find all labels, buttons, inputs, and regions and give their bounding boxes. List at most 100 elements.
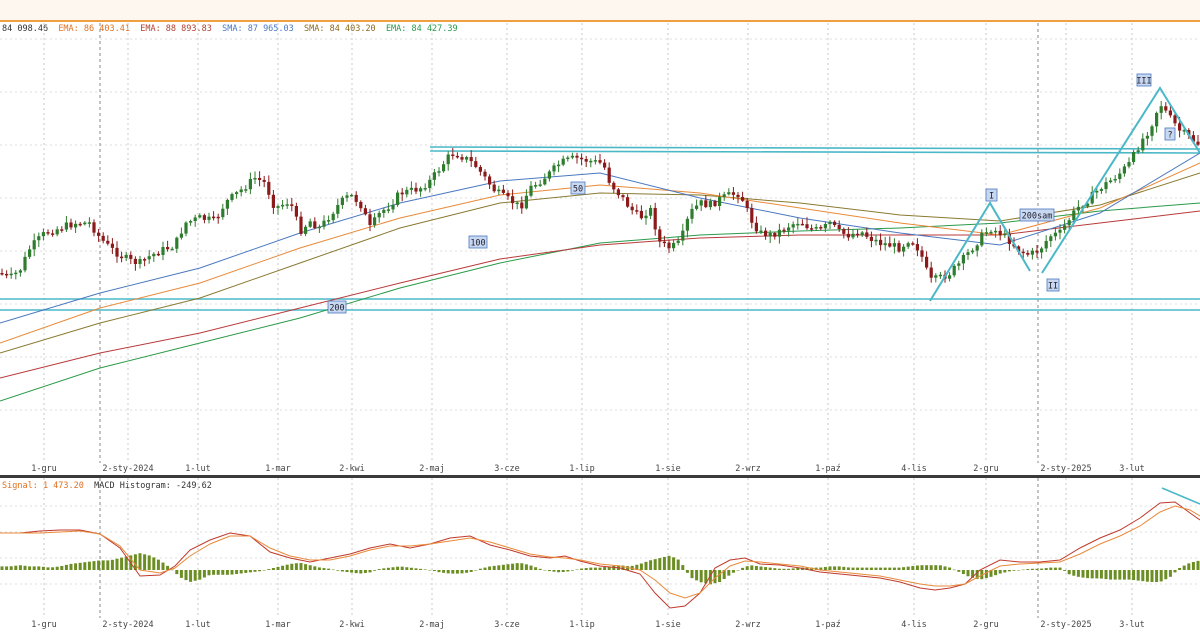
resistance-line-bottom (429, 150, 1200, 154)
histogram-bar-165 (759, 566, 763, 570)
candle-86 (396, 190, 400, 207)
histogram-bar-76 (350, 570, 354, 573)
candle-93 (428, 175, 432, 193)
resistance-line-top (429, 146, 1200, 150)
label-ma200-box (327, 300, 347, 314)
candle-197 (906, 241, 910, 249)
histogram-bar-117 (538, 568, 542, 570)
candle-body-112 (515, 202, 519, 205)
candle-171 (787, 223, 791, 237)
candle-115 (529, 181, 533, 198)
candle-84 (386, 202, 390, 214)
candle-body-237 (1090, 191, 1094, 204)
candle-body-131 (603, 162, 607, 168)
candle-body-30 (138, 259, 142, 264)
candle-body-49 (225, 199, 229, 209)
candle-142 (653, 202, 657, 236)
candle-body-9 (41, 232, 45, 237)
candle-195 (897, 240, 901, 253)
histogram-bar-48 (221, 570, 225, 575)
histogram-bar-233 (1072, 570, 1076, 576)
candle-161 (741, 191, 745, 202)
candle-body-10 (46, 232, 50, 234)
histogram-bar-31 (143, 554, 147, 570)
candle-body-149 (685, 218, 689, 231)
candle-body-157 (722, 194, 726, 198)
macd-x-label-10: 1-paź (815, 620, 841, 630)
histogram-bar-114 (524, 564, 528, 570)
macd-line (0, 501, 1200, 609)
price-chart-panel[interactable]: 1-gru 2-sty-2024 1-lut 1-mar 2-kwi 2-maj 3-cze… (0, 23, 1200, 475)
candle-body-185 (851, 233, 855, 238)
candle-body-206 (948, 275, 952, 279)
candle-252 (1159, 100, 1163, 120)
candle-body-80 (368, 214, 372, 226)
candle-body-89 (409, 187, 413, 190)
candle-140 (644, 209, 648, 225)
candle-131 (603, 159, 607, 170)
candle-body-83 (382, 209, 386, 213)
histogram-bar-107 (492, 565, 496, 570)
candle-59 (271, 189, 275, 214)
candle-body-192 (883, 243, 887, 246)
histogram-bar-52 (239, 570, 243, 574)
x-label-11: 4-lis (901, 464, 927, 474)
histogram-bar-110 (506, 564, 510, 570)
histogram-bar-54 (248, 570, 252, 573)
label-wave-ii-text: II (1048, 282, 1058, 292)
candle-192 (883, 236, 887, 251)
histogram-bar-104 (478, 568, 482, 570)
candle-body-66 (304, 226, 308, 234)
histogram-bar-115 (529, 565, 533, 570)
macd-chart-svg[interactable]: 1-gru 2-sty-2024 1-lut 1-mar 2-kwi 2-maj 3-cze… (0, 478, 1200, 630)
candle-147 (676, 236, 680, 246)
price-chart-svg[interactable]: 1-gru 2-sty-2024 1-lut 1-mar 2-kwi 2-maj 3-cze… (0, 23, 1200, 475)
candle-body-25 (115, 247, 119, 257)
candle-body-68 (313, 221, 317, 229)
candle-124 (570, 152, 574, 160)
histogram-bar-56 (258, 570, 262, 572)
macd-chart-panel[interactable]: 1-gru 2-sty-2024 1-lut 1-mar 2-kwi 2-maj 3-cze… (0, 478, 1200, 630)
candle-body-256 (1178, 123, 1182, 131)
candle-body-3 (14, 272, 18, 275)
histogram-bar-208 (957, 570, 961, 572)
histogram-bar-12 (55, 566, 59, 570)
candle-229 (1053, 227, 1057, 241)
candle-196 (902, 244, 906, 257)
histogram-bar-30 (138, 553, 142, 570)
candle-body-213 (980, 232, 984, 246)
candle-89 (409, 181, 413, 195)
histogram-bar-240 (1104, 570, 1108, 580)
candle-56 (258, 171, 262, 187)
histogram-bar-193 (888, 567, 892, 570)
candle-32 (147, 249, 151, 264)
candle-213 (980, 229, 984, 248)
candle-61 (281, 199, 285, 210)
candle-65 (299, 211, 303, 236)
histogram-bar-132 (607, 566, 611, 570)
candle-184 (846, 227, 850, 241)
candle-137 (630, 203, 634, 215)
candle-body-108 (497, 189, 501, 192)
candle-body-176 (810, 228, 814, 230)
candle-body-11 (51, 233, 55, 235)
histogram-bar-159 (731, 570, 735, 573)
candle-body-202 (929, 267, 933, 278)
panel-separator[interactable] (0, 475, 1200, 478)
histogram-bar-2 (9, 566, 13, 570)
x-label-0: 1-gru (31, 464, 57, 474)
x-label-2: 1-lut (185, 464, 211, 474)
candle-body-239 (1099, 189, 1103, 191)
histogram-bar-154 (708, 570, 712, 585)
candle-74 (340, 195, 344, 209)
candle-17 (78, 222, 82, 227)
candle-body-214 (984, 232, 988, 234)
histogram-bar-20 (92, 561, 96, 570)
candle-104 (478, 165, 482, 176)
histogram-bar-220 (1012, 570, 1016, 571)
candle-body-207 (952, 265, 956, 276)
candle-58 (267, 175, 271, 200)
candle-168 (773, 231, 777, 240)
candle-body-61 (281, 204, 285, 207)
candle-151 (695, 199, 699, 211)
